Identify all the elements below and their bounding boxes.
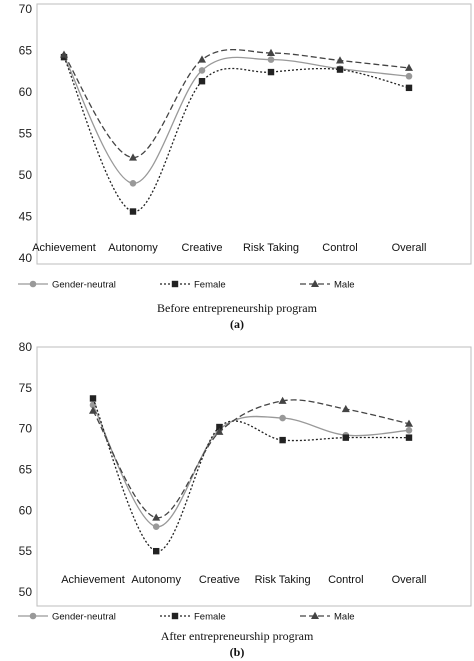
series-male-a (60, 48, 413, 161)
y-tick-label: 50 (19, 585, 33, 599)
data-point (405, 72, 413, 80)
line-chart-b: 50 55 60 65 70 75 80 Achievement Autonomy Creativ… (18, 340, 472, 659)
x-category-label: Overall (392, 242, 427, 254)
legend-marker (311, 611, 319, 619)
data-point (129, 153, 137, 161)
data-point (405, 63, 413, 71)
data-point (405, 84, 413, 92)
x-category-label: Risk Taking (243, 242, 299, 254)
line-chart-a: 40 45 50 55 60 65 70 Achievement Autonomy Creativ… (18, 2, 472, 331)
legend-label: Gender-neutral (52, 612, 116, 623)
data-point (267, 56, 275, 63)
legend: Gender-neutral Female Male (18, 280, 355, 291)
y-tick-label: 65 (19, 44, 33, 58)
legend-label: Male (334, 612, 355, 623)
legend-marker (29, 612, 37, 620)
chart-caption: After entrepreneurship program (161, 629, 314, 643)
data-point (405, 427, 413, 434)
data-point (152, 523, 160, 530)
chart-frame (36, 346, 472, 607)
data-point (89, 406, 97, 414)
series-female-a (60, 53, 413, 215)
y-tick-label: 80 (19, 340, 33, 354)
data-point (198, 78, 206, 85)
legend-marker (29, 280, 37, 288)
series-line (63, 56, 410, 184)
x-category-label: Achievement (61, 574, 125, 586)
series-line (92, 398, 410, 552)
data-point (216, 423, 223, 431)
data-point (267, 48, 275, 56)
data-point (336, 56, 344, 64)
legend-label: Gender-neutral (52, 280, 116, 291)
x-category-label: Creative (182, 242, 223, 254)
legend-label: Female (194, 280, 226, 291)
legend-marker (311, 279, 319, 287)
x-category-label: Overall (392, 574, 427, 586)
x-category-label: Autonomy (131, 574, 181, 586)
data-point (60, 50, 68, 58)
data-point (279, 436, 286, 444)
series-gender-neutral-a (60, 53, 413, 187)
data-point (341, 404, 350, 413)
data-point (215, 427, 224, 435)
y-tick-label: 60 (19, 85, 33, 99)
y-tick-label: 70 (19, 2, 33, 16)
chart-panel-a: 40 45 50 55 60 65 70 Achievement Autonomy Creativ… (18, 2, 472, 331)
legend-label: Male (334, 280, 355, 291)
panel-label: (b) (230, 645, 245, 659)
data-point (405, 419, 413, 427)
data-point (153, 547, 160, 555)
series-line (63, 48, 410, 159)
x-category-label: Creative (199, 574, 240, 586)
data-point (129, 180, 137, 187)
x-category-label: Control (322, 242, 357, 254)
x-category-label: Control (328, 574, 363, 586)
y-tick-label: 50 (19, 168, 33, 182)
data-point (198, 55, 206, 63)
y-tick-label: 45 (19, 210, 33, 224)
series-male-b (89, 396, 413, 521)
chart-caption: Before entrepreneurship program (157, 301, 318, 315)
series-line (63, 56, 410, 213)
y-tick-label: 55 (19, 127, 33, 141)
data-point (279, 414, 286, 422)
chart-panel-b: 50 55 60 65 70 75 80 Achievement Autonomy Creativ… (0, 332, 474, 661)
y-tick-label: 55 (19, 544, 33, 558)
data-point (405, 434, 413, 441)
data-point (336, 66, 344, 73)
data-point (129, 208, 137, 215)
panel-label: (a) (230, 317, 244, 331)
x-category-label: Autonomy (108, 242, 158, 254)
data-point (278, 396, 287, 404)
data-point (267, 68, 275, 76)
legend-marker (171, 280, 179, 288)
data-point (198, 67, 206, 74)
x-category-label: Achievement (32, 242, 96, 254)
data-point (89, 395, 97, 402)
data-point (152, 513, 161, 521)
series-gender-neutral-b (89, 401, 413, 530)
legend: Gender-neutral Female Male (18, 612, 355, 623)
x-category-label: Risk Taking (255, 574, 311, 586)
y-tick-label: 40 (19, 251, 33, 265)
y-tick-label: 70 (19, 422, 33, 436)
y-tick-label: 60 (19, 503, 33, 517)
chart-frame (36, 3, 472, 265)
data-point (342, 434, 349, 441)
y-tick-label: 65 (19, 463, 33, 477)
series-line (92, 399, 410, 519)
y-tick-label: 75 (19, 381, 33, 395)
legend-label: Female (194, 612, 226, 623)
legend-marker (171, 612, 179, 620)
series-female-b (89, 395, 413, 555)
series-line (92, 404, 410, 528)
